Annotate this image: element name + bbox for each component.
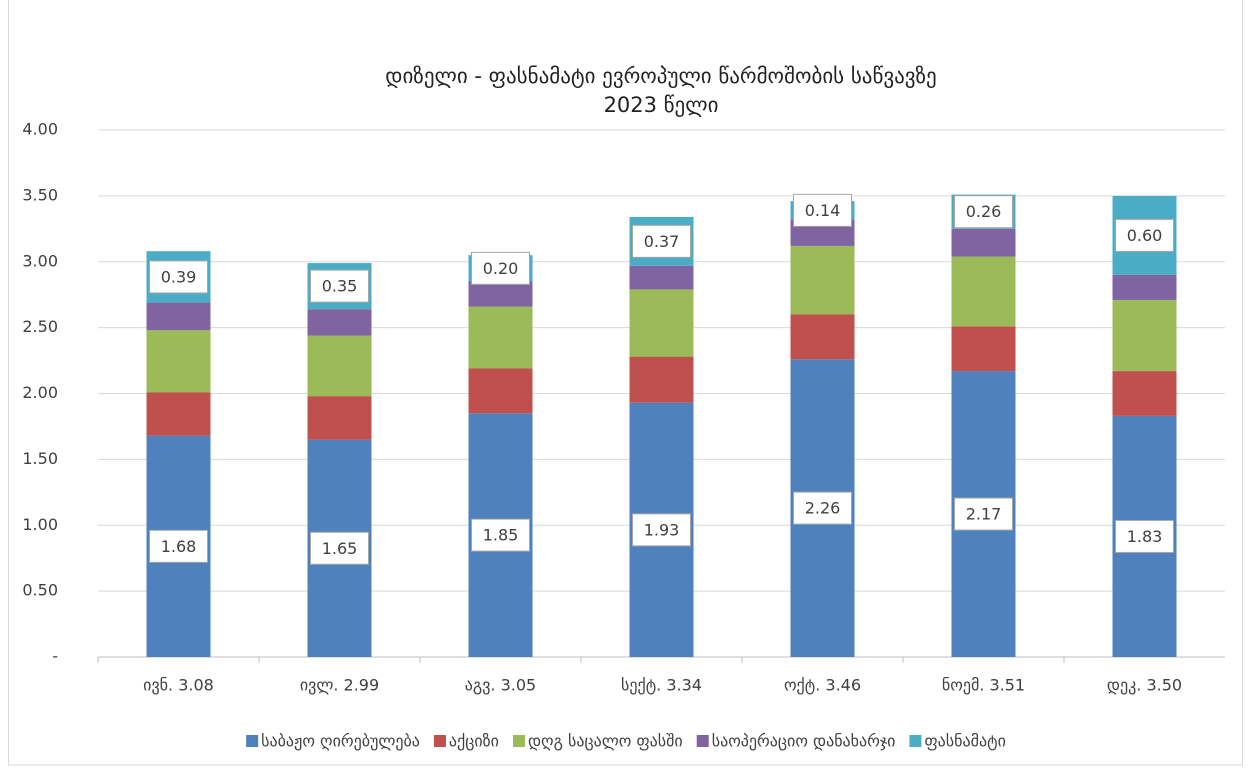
legend-swatch [696, 735, 709, 747]
data-label: 0.26 [966, 202, 1002, 221]
y-tick-label: 0.50 [22, 581, 58, 600]
bar-segment [1112, 274, 1177, 300]
bar-segment [146, 330, 211, 393]
data-label: 0.60 [1127, 226, 1163, 245]
bar-segment [468, 368, 533, 414]
bar-segment [790, 245, 855, 315]
data-label: 2.26 [805, 499, 841, 518]
bar-segment [629, 265, 694, 290]
data-label-box [471, 518, 530, 552]
y-tick-label: 1.50 [22, 449, 58, 468]
chart-border [8, 0, 1243, 766]
x-tick-label: ოქტ. 3.46 [784, 676, 861, 695]
data-label-box [632, 224, 691, 258]
data-label: 0.20 [483, 259, 519, 278]
y-tick-label: 4.00 [22, 120, 58, 139]
chart-title: დიზელი - ფასნამატი ევროპული წარმოშობის ს… [385, 64, 936, 88]
legend-label: საბაჟო ღირებულება [261, 732, 420, 751]
bar-segment [1112, 299, 1177, 372]
data-label-box [793, 491, 852, 525]
data-label: 1.85 [483, 526, 519, 545]
bar-segment [146, 392, 211, 436]
x-tick-label: დეკ. 3.50 [1107, 676, 1182, 695]
legend-swatch [512, 735, 525, 747]
data-label: 0.14 [805, 201, 841, 220]
data-label-box [149, 260, 208, 294]
data-label-box [471, 251, 530, 285]
y-tick-label: 3.50 [22, 185, 58, 204]
x-tick-label: აგვ. 3.05 [465, 676, 536, 695]
bar-segment [790, 314, 855, 360]
data-label: 1.83 [1127, 527, 1163, 546]
legend-label: ფასნამატი [924, 732, 1005, 751]
data-label-box [632, 513, 691, 547]
x-tick-label: ნოემ. 3.51 [942, 676, 1025, 695]
x-tick-label: ივლ. 2.99 [300, 676, 379, 695]
data-label-box [310, 269, 369, 303]
legend-swatch [433, 735, 446, 747]
y-tick-label: 3.00 [22, 251, 58, 270]
data-label: 2.17 [966, 505, 1002, 524]
bar-segment [146, 302, 211, 331]
chart-title: 2023 წელი [604, 93, 719, 117]
legend-label: დღგ საცალო ფასში [528, 732, 683, 751]
bar-segment [951, 256, 1016, 327]
legend-label: საოპერაციო დანახარჯი [712, 732, 896, 751]
data-label-box [149, 529, 208, 563]
data-label-box [310, 531, 369, 565]
data-label: 1.65 [322, 539, 358, 558]
legend-label: აქციზი [449, 732, 499, 751]
bar-segment [307, 335, 372, 397]
data-label: 0.39 [161, 267, 197, 286]
data-label-box [1115, 519, 1174, 553]
data-label-box [954, 195, 1013, 229]
bar-segment [307, 309, 372, 336]
bar-segment [951, 228, 1016, 257]
legend-swatch [246, 735, 259, 747]
bar-segment [629, 356, 694, 403]
legend-swatch [909, 735, 922, 747]
data-label: 0.35 [322, 277, 358, 296]
x-tick-label: სექტ. 3.34 [621, 676, 702, 695]
y-tick-label: - [52, 647, 58, 666]
bar-segment [307, 396, 372, 440]
data-label-box [954, 497, 1013, 531]
y-tick-label: 2.50 [22, 317, 58, 336]
data-label: 1.68 [161, 537, 197, 556]
x-tick-label: ივნ. 3.08 [143, 676, 214, 695]
y-tick-label: 2.00 [22, 383, 58, 402]
data-label: 0.37 [644, 232, 680, 251]
bar-segment [951, 326, 1016, 372]
bar-segment [629, 289, 694, 357]
bar-segment [1112, 371, 1177, 416]
bar-segment [468, 281, 533, 307]
data-label-box [793, 193, 852, 227]
data-label-box [1115, 218, 1174, 252]
bar-segment [468, 306, 533, 369]
data-label: 1.93 [644, 520, 680, 539]
y-tick-label: 1.00 [22, 515, 58, 534]
